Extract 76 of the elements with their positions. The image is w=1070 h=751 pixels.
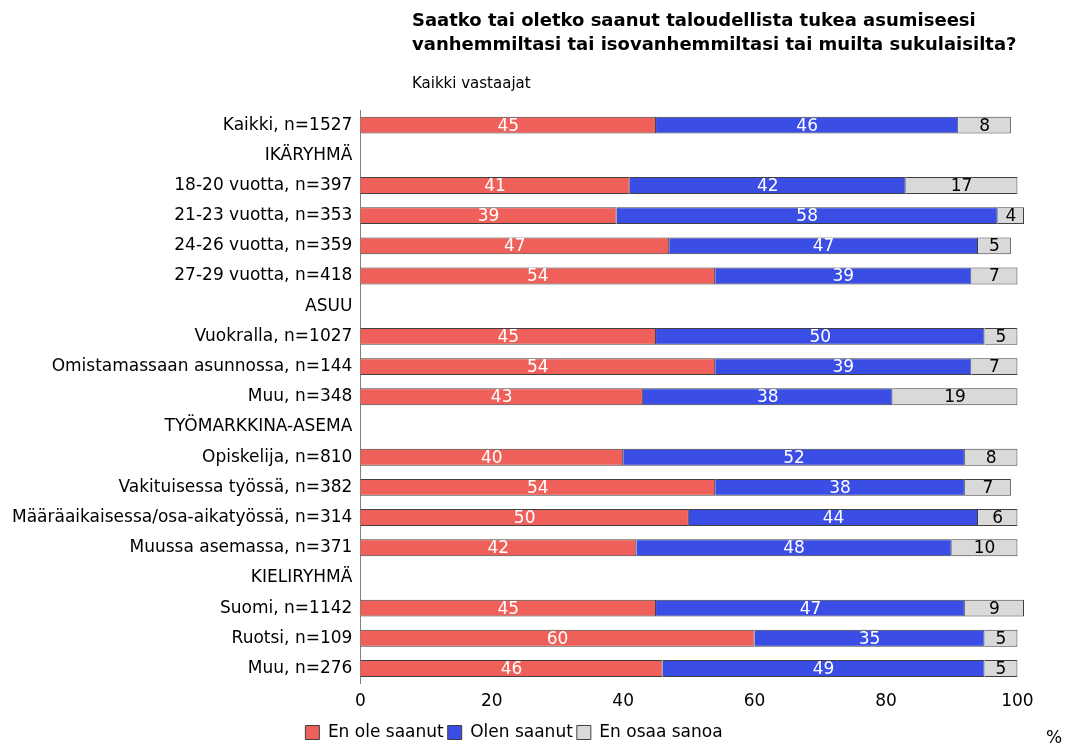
y-tick-label: Vuokralla, n=1027 <box>194 324 353 345</box>
data-label: 49 <box>812 657 835 678</box>
y-tick-label: 21-23 vuotta, n=353 <box>174 204 353 225</box>
x-tick-label: 60 <box>743 690 766 711</box>
y-tick-label: Kaikki, n=1527 <box>222 113 353 134</box>
data-label: 4 <box>1005 205 1017 226</box>
data-label: 42 <box>756 174 779 195</box>
data-label: 50 <box>809 325 832 346</box>
data-label: 19 <box>944 386 966 407</box>
y-tick-label: Opiskelija, n=810 <box>202 445 353 466</box>
x-tick-label: 100 <box>1001 690 1034 711</box>
y-tick-label: Vakituisessa työssä, n=382 <box>118 475 353 496</box>
data-label: 52 <box>783 446 805 467</box>
data-label: 47 <box>503 235 526 256</box>
data-label: 48 <box>783 537 805 558</box>
data-label: 39 <box>477 205 500 226</box>
data-label: 5 <box>995 657 1007 678</box>
data-label: 42 <box>487 537 510 558</box>
y-tick-label: 27-29 vuotta, n=418 <box>174 264 353 285</box>
data-label: 45 <box>497 325 520 346</box>
data-label: 7 <box>982 476 994 497</box>
x-tick-label: 80 <box>875 690 897 711</box>
y-tick-label: Määräaikaisessa/osa-aikatyössä, n=314 <box>12 505 353 526</box>
data-label: 5 <box>989 235 1000 256</box>
data-label: 47 <box>812 235 835 256</box>
x-axis-title: % <box>1046 727 1063 748</box>
y-tick-label: Muu, n=348 <box>247 385 353 406</box>
data-label: 5 <box>995 627 1007 648</box>
y-tick-label: KIELIRYHMÄ <box>250 566 353 587</box>
legend-label: Olen saanut <box>470 720 574 741</box>
x-tick-label: 20 <box>480 690 503 711</box>
data-label: 50 <box>513 506 536 527</box>
legend-label: En ole saanut <box>327 720 445 741</box>
chart-subtitle: Kaikki vastaajat <box>412 74 531 92</box>
y-tick-label: Ruotsi, n=109 <box>231 626 353 647</box>
y-tick-label: 18-20 vuotta, n=397 <box>174 173 353 194</box>
data-label: 7 <box>989 265 1000 286</box>
data-label: 54 <box>526 265 549 286</box>
data-label: 6 <box>992 506 1004 527</box>
data-label: 45 <box>497 597 520 618</box>
data-label: 44 <box>822 506 845 527</box>
data-label: 40 <box>480 446 503 467</box>
data-label: 8 <box>985 446 997 467</box>
data-label: 5 <box>995 325 1007 346</box>
data-label: 41 <box>484 174 506 195</box>
data-label: 7 <box>989 356 1000 377</box>
legend-label: En osaa sanoa <box>599 720 723 741</box>
y-tick-label: Suomi, n=1142 <box>220 596 353 617</box>
data-label: 47 <box>799 597 822 618</box>
data-label: 58 <box>796 205 818 226</box>
data-label: 17 <box>950 174 973 195</box>
data-label: 38 <box>829 476 851 497</box>
x-tick-label: 0 <box>354 690 366 711</box>
data-label: 38 <box>756 386 779 407</box>
data-label: 60 <box>546 627 569 648</box>
y-tick-label: 24-26 vuotta, n=359 <box>174 234 353 255</box>
chart-title: Saatko tai oletko saanut taloudellista tukea asumiseesi vanhemmiltasi tai isovanhemmiltasi tai muilta sukulaisilta? <box>412 8 1018 56</box>
data-label: 39 <box>832 265 855 286</box>
y-tick-label: IKÄRYHMÄ <box>264 143 353 164</box>
data-label: 35 <box>858 627 881 648</box>
y-tick-label: Muussa asemassa, n=371 <box>129 536 353 557</box>
data-label: 54 <box>526 476 549 497</box>
data-label: 43 <box>490 386 513 407</box>
data-label: 54 <box>526 356 549 377</box>
data-label: 46 <box>796 114 818 135</box>
data-label: 9 <box>989 597 1000 618</box>
data-label: 8 <box>979 114 990 135</box>
y-tick-label: Omistamassaan asunnossa, n=144 <box>51 355 353 376</box>
y-tick-label: ASUU <box>305 294 353 315</box>
x-tick-label: 40 <box>612 690 635 711</box>
data-label: 10 <box>973 537 996 558</box>
y-tick-label: TYÖMARKKINA-ASEMA <box>163 414 353 436</box>
data-label: 45 <box>497 114 520 135</box>
data-label: 46 <box>500 657 523 678</box>
y-tick-label: Muu, n=276 <box>247 656 353 677</box>
data-label: 39 <box>832 356 855 377</box>
